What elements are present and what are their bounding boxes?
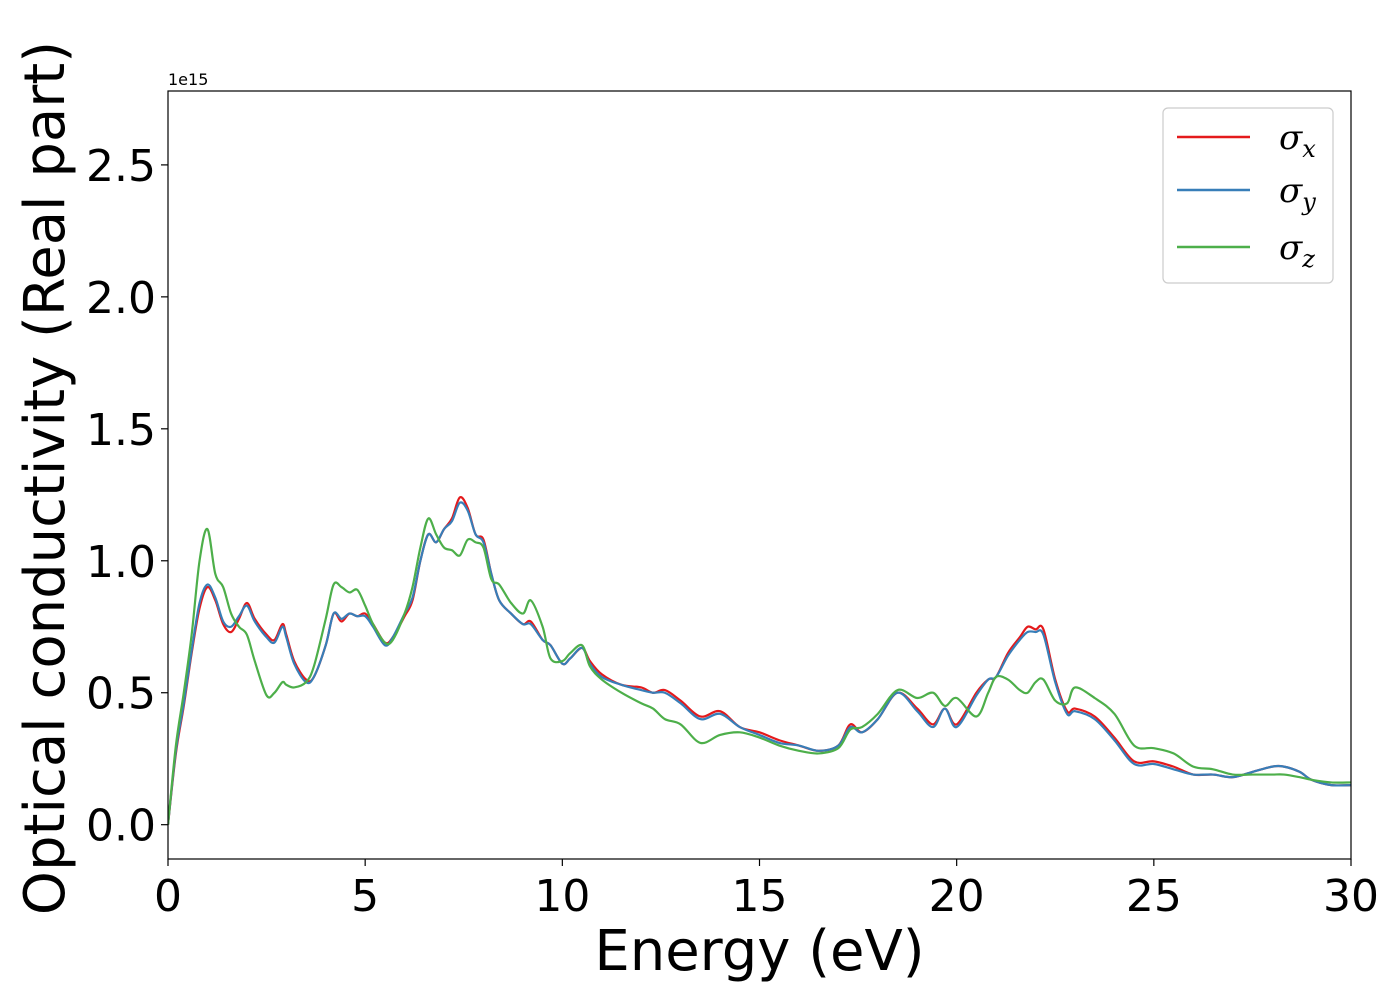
y-tick-label: 1.5 xyxy=(86,405,156,456)
y-axis-label: Optical conductivity (Real part) xyxy=(13,41,78,915)
y-tick-label: 2.5 xyxy=(86,141,156,192)
x-axis-label: Energy (eV) xyxy=(594,919,924,984)
y-tick-label: 2.0 xyxy=(86,273,156,324)
x-axis-ticks: 0 5 10 15 20 25 30 xyxy=(154,859,1379,922)
x-tick-label: 30 xyxy=(1323,871,1379,922)
y-axis-ticks: 0.0 0.5 1.0 1.5 2.0 2.5 xyxy=(86,141,168,852)
legend-label-y: σy xyxy=(1279,171,1316,216)
x-tick-label: 15 xyxy=(732,871,788,922)
y-tick-label: 0.5 xyxy=(86,669,156,720)
x-tick-label: 20 xyxy=(929,871,985,922)
y-tick-label: 0.0 xyxy=(86,801,156,852)
y-offset-label: 1e15 xyxy=(168,70,208,89)
series-line-z xyxy=(168,517,1351,825)
series-layer xyxy=(168,496,1351,825)
series-line-x xyxy=(168,496,1351,825)
series-line-y xyxy=(168,501,1351,825)
x-tick-label: 10 xyxy=(534,871,590,922)
x-tick-label: 5 xyxy=(351,871,379,922)
x-tick-label: 25 xyxy=(1126,871,1182,922)
legend-box xyxy=(1162,107,1334,284)
legend-label-z: σz xyxy=(1279,228,1315,273)
y-tick-label: 1.0 xyxy=(86,537,156,588)
x-tick-label: 0 xyxy=(154,871,182,922)
legend-label-x: σx xyxy=(1279,118,1316,163)
legend: σx σy σz xyxy=(1162,107,1334,284)
